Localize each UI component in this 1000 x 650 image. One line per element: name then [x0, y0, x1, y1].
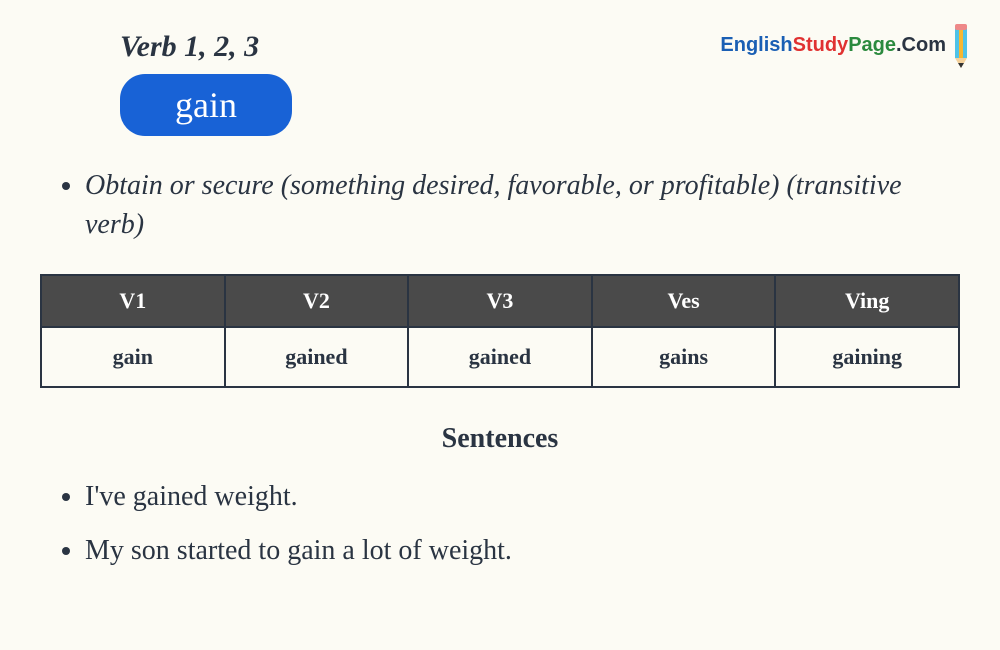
logo-word-com: .Com — [896, 34, 946, 56]
table-cell: gain — [41, 327, 225, 387]
logo-word-page: Page — [848, 34, 896, 56]
table-cell: gaining — [775, 327, 959, 387]
table-header: V2 — [225, 275, 409, 327]
definition-text: Obtain or secure (something desired, fav… — [85, 166, 950, 244]
logo-word-study: Study — [793, 34, 849, 56]
pencil-icon — [952, 20, 970, 70]
table-header-row: V1 V2 V3 Ves Ving — [41, 275, 959, 327]
table-header: Ves — [592, 275, 776, 327]
definition-section: Obtain or secure (something desired, fav… — [0, 136, 1000, 264]
table-cell: gained — [408, 327, 592, 387]
verb-forms-table: V1 V2 V3 Ves Ving gain gained gained gai… — [40, 274, 960, 388]
table-header: V3 — [408, 275, 592, 327]
table-cell: gains — [592, 327, 776, 387]
logo-text: EnglishStudyPage.Com — [720, 34, 946, 57]
table-header: V1 — [41, 275, 225, 327]
sentences-title: Sentences — [0, 423, 1000, 455]
logo-word-english: English — [720, 34, 792, 56]
sentence-item: My son started to gain a lot of weight. — [85, 524, 950, 577]
word-pill: gain — [120, 74, 292, 136]
table-cell: gained — [225, 327, 409, 387]
table-header: Ving — [775, 275, 959, 327]
sentences-section: I've gained weight. My son started to ga… — [0, 470, 1000, 576]
site-logo: EnglishStudyPage.Com — [720, 20, 970, 70]
table-row: gain gained gained gains gaining — [41, 327, 959, 387]
sentence-item: I've gained weight. — [85, 470, 950, 523]
